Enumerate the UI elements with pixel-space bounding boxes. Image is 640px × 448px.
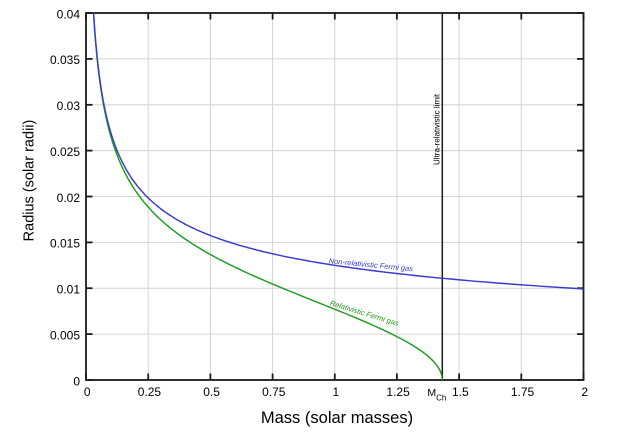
svg-text:1.5: 1.5 xyxy=(452,385,469,399)
svg-text:1: 1 xyxy=(333,385,340,399)
svg-text:0.02: 0.02 xyxy=(57,191,81,205)
svg-text:0.035: 0.035 xyxy=(50,53,80,67)
svg-text:0.04: 0.04 xyxy=(57,7,81,21)
svg-text:0: 0 xyxy=(84,385,91,399)
svg-text:0.75: 0.75 xyxy=(262,385,286,399)
svg-text:Ultra-relativistic limit: Ultra-relativistic limit xyxy=(433,93,442,165)
svg-text:0.03: 0.03 xyxy=(57,99,81,113)
svg-text:0.01: 0.01 xyxy=(57,283,81,297)
svg-text:0.025: 0.025 xyxy=(50,145,80,159)
svg-text:1.25: 1.25 xyxy=(386,385,410,399)
svg-text:0: 0 xyxy=(73,374,80,388)
svg-text:2: 2 xyxy=(581,385,588,399)
svg-text:0.5: 0.5 xyxy=(203,385,220,399)
svg-text:Mass (solar masses): Mass (solar masses) xyxy=(261,409,413,427)
svg-text:0.25: 0.25 xyxy=(138,385,162,399)
svg-text:0.005: 0.005 xyxy=(50,328,80,342)
svg-text:0.015: 0.015 xyxy=(50,237,80,251)
svg-text:1.75: 1.75 xyxy=(511,385,535,399)
svg-text:Radius (solar radii): Radius (solar radii) xyxy=(22,120,38,242)
